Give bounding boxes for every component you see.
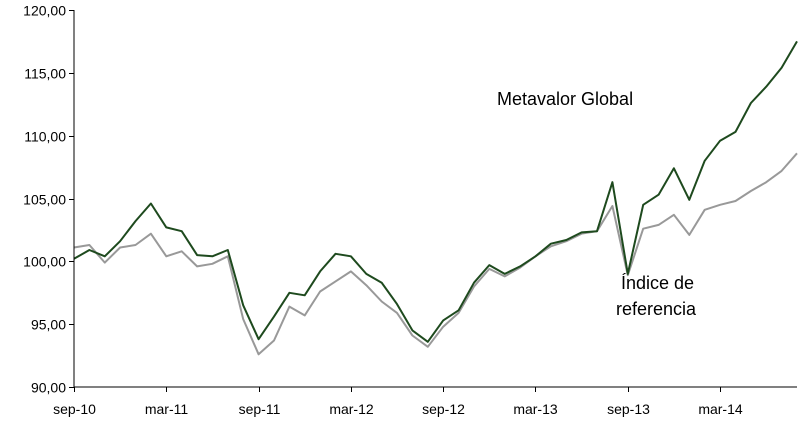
y-tick-label: 90,00 <box>31 380 66 396</box>
x-tick-label: mar-13 <box>513 401 558 417</box>
x-tick-label: mar-14 <box>698 401 743 417</box>
y-tick-label: 105,00 <box>23 192 66 208</box>
x-tick-label: sep-11 <box>239 401 281 417</box>
series-line-metavalor-global <box>73 40 798 343</box>
y-tick-label: 110,00 <box>24 129 66 145</box>
series-lines <box>73 40 798 356</box>
x-tick-label: mar-11 <box>145 401 189 417</box>
series-line-indice-de-referencia <box>73 152 798 356</box>
y-tick-label: 100,00 <box>23 254 66 270</box>
y-tick-label: 115,00 <box>24 66 66 82</box>
annotation-indice-de: Índice de <box>621 273 694 293</box>
annotation-metavalor-global: Metavalor Global <box>497 89 633 109</box>
annotation-referencia: referencia <box>616 299 697 319</box>
y-tick-label: 95,00 <box>31 317 66 333</box>
x-tick-label: sep-10 <box>53 401 96 417</box>
x-axis-ticks: sep-10 mar-11 sep-11 mar-12 sep-12 mar-13 sep-… <box>53 387 743 417</box>
x-tick-label: sep-12 <box>422 401 465 417</box>
x-tick-label: sep-13 <box>607 401 650 417</box>
y-axis-ticks: 90,00 95,00 100,00 105,00 110,00 115,00 120,00 <box>23 3 74 396</box>
x-tick-label: mar-12 <box>329 401 374 417</box>
y-tick-label: 120,00 <box>23 3 66 19</box>
